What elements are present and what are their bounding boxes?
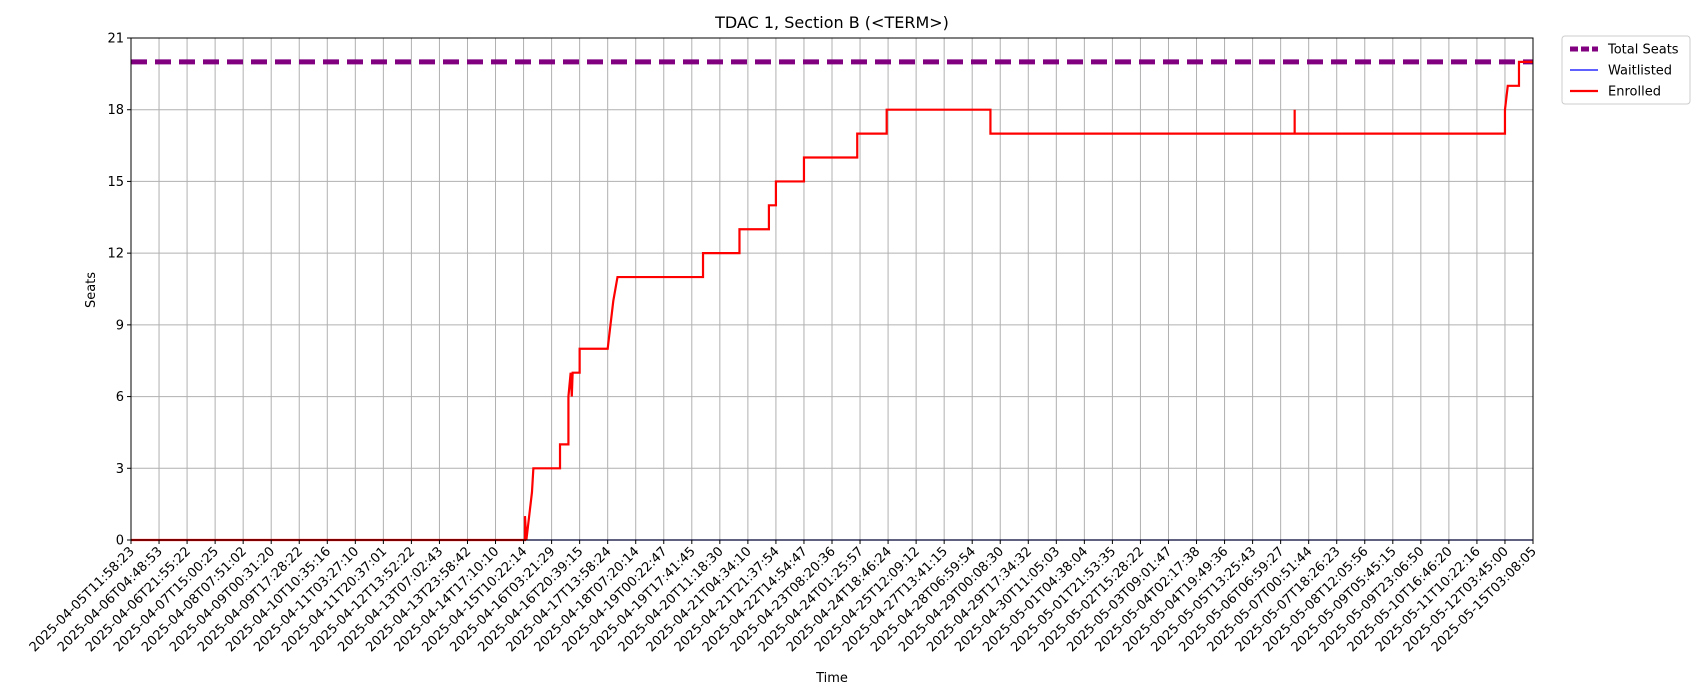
y-tick-layer: 0 3 6 9 12 15 18 21 — [107, 32, 131, 549]
y-tick-label: 15 — [107, 175, 124, 190]
legend-label: Total Seats — [1607, 43, 1679, 58]
series-line-enrolled — [131, 60, 1533, 542]
y-tick-label: 21 — [107, 32, 124, 47]
x-axis-label: Time — [815, 671, 848, 686]
legend-label: Enrolled — [1608, 85, 1661, 100]
y-tick-label: 0 — [116, 534, 124, 549]
y-tick-label: 3 — [116, 462, 124, 477]
x-tick-layer: 2025-04-05T11:58:232025-04-06T04:48:5320… — [27, 540, 1540, 655]
y-tick-label: 12 — [107, 247, 124, 262]
legend-label: Waitlisted — [1608, 64, 1672, 79]
y-tick-label: 9 — [116, 318, 124, 333]
y-tick-label: 18 — [107, 103, 124, 118]
chart-title: TDAC 1, Section B (<TERM>) — [714, 13, 949, 32]
legend-items: Total Seats Waitlisted Enrolled — [1570, 43, 1679, 100]
legend: Total Seats Waitlisted Enrolled — [1561, 35, 1691, 105]
y-axis-label: Seats — [84, 272, 99, 308]
y-tick-label: 6 — [116, 390, 124, 405]
legend-box — [1561, 35, 1691, 105]
